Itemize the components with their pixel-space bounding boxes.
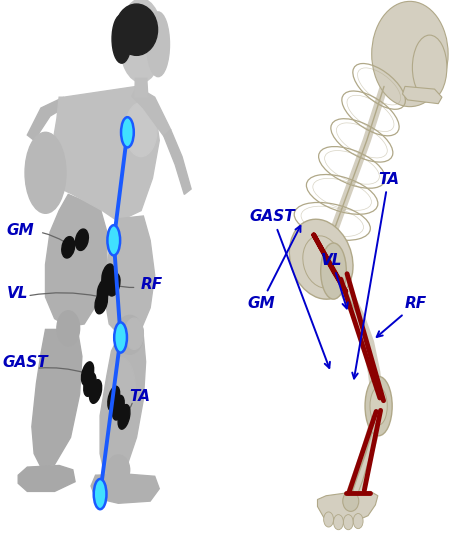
Ellipse shape (95, 291, 108, 314)
Text: VL: VL (321, 253, 348, 308)
Polygon shape (164, 130, 191, 194)
Ellipse shape (372, 2, 448, 107)
Text: GM: GM (247, 226, 301, 311)
Circle shape (321, 243, 346, 299)
Ellipse shape (82, 362, 94, 386)
Text: TA: TA (130, 389, 151, 404)
Text: VL: VL (7, 286, 28, 301)
Polygon shape (91, 474, 159, 503)
Circle shape (365, 376, 392, 436)
Ellipse shape (118, 404, 130, 429)
Ellipse shape (116, 4, 157, 56)
Circle shape (121, 117, 134, 147)
Polygon shape (318, 491, 378, 523)
Ellipse shape (102, 264, 114, 287)
Ellipse shape (112, 395, 124, 420)
Ellipse shape (116, 315, 143, 354)
Ellipse shape (289, 219, 353, 299)
Circle shape (94, 479, 107, 509)
Polygon shape (100, 336, 146, 476)
Ellipse shape (97, 279, 110, 302)
Ellipse shape (90, 380, 101, 403)
Ellipse shape (324, 512, 334, 527)
Polygon shape (41, 86, 159, 221)
Polygon shape (105, 216, 155, 336)
Polygon shape (32, 329, 82, 467)
Text: RF: RF (377, 296, 427, 337)
Ellipse shape (412, 35, 447, 100)
Polygon shape (135, 78, 148, 97)
Ellipse shape (107, 455, 130, 485)
Polygon shape (132, 86, 171, 136)
Polygon shape (46, 194, 107, 327)
Ellipse shape (343, 515, 353, 530)
Circle shape (114, 322, 127, 353)
Text: GAST: GAST (2, 355, 48, 370)
Circle shape (370, 387, 387, 425)
Ellipse shape (343, 491, 359, 511)
Ellipse shape (112, 15, 131, 63)
Ellipse shape (25, 132, 66, 213)
Ellipse shape (75, 229, 88, 251)
Ellipse shape (108, 357, 136, 420)
Ellipse shape (108, 386, 120, 411)
Polygon shape (402, 86, 442, 104)
Ellipse shape (125, 103, 157, 157)
Text: RF: RF (141, 277, 163, 292)
Text: TA: TA (352, 172, 399, 379)
Ellipse shape (108, 273, 120, 296)
Ellipse shape (84, 373, 96, 396)
Text: GM: GM (7, 223, 35, 238)
Ellipse shape (334, 515, 343, 530)
Ellipse shape (147, 12, 170, 77)
Text: GAST: GAST (250, 210, 330, 368)
Circle shape (108, 225, 120, 255)
Ellipse shape (353, 514, 363, 529)
Ellipse shape (119, 0, 163, 82)
Polygon shape (18, 465, 75, 491)
Ellipse shape (62, 237, 75, 258)
Ellipse shape (57, 310, 80, 346)
Polygon shape (27, 97, 64, 140)
Ellipse shape (125, 318, 143, 349)
